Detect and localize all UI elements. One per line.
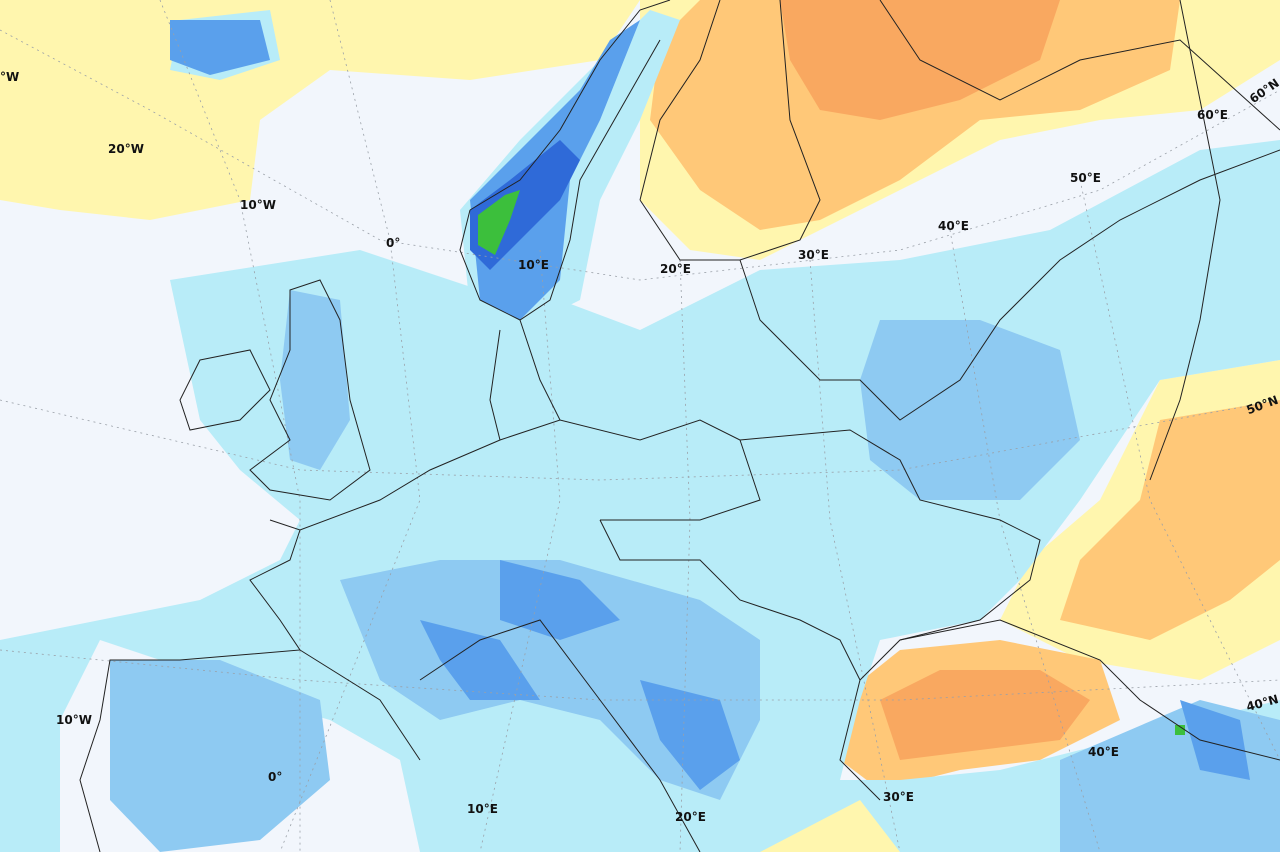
lon-label: 50°E <box>1070 171 1101 185</box>
lon-label: 20°E <box>675 810 706 824</box>
coastlines-borders <box>79 0 1280 852</box>
lon-label: 60°E <box>1197 108 1228 122</box>
lon-label: 0° <box>386 236 401 250</box>
lon-label: 30°E <box>798 248 829 262</box>
lon-label: 40°E <box>938 219 969 233</box>
lon-label: 10°W <box>56 713 92 727</box>
lon-label: 10°E <box>518 258 549 272</box>
lon-label: 40°E <box>1088 745 1119 759</box>
lon-label: 10°E <box>467 802 498 816</box>
lon-label: 0° <box>268 770 283 784</box>
lon-label: 20°E <box>660 262 691 276</box>
lon-label: 10°W <box>240 198 276 212</box>
lon-label: 20°W <box>108 142 144 156</box>
lon-label: °W <box>0 70 20 84</box>
lon-label: 30°E <box>883 790 914 804</box>
